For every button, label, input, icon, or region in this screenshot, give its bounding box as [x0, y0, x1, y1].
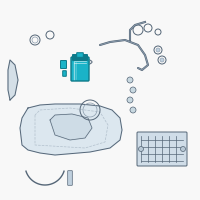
- Circle shape: [130, 87, 136, 93]
- Circle shape: [160, 58, 164, 62]
- Circle shape: [127, 77, 133, 83]
- Circle shape: [156, 48, 160, 52]
- Circle shape: [138, 146, 144, 152]
- Circle shape: [127, 97, 133, 103]
- Polygon shape: [8, 60, 18, 100]
- Circle shape: [130, 107, 136, 113]
- FancyBboxPatch shape: [68, 171, 72, 185]
- FancyBboxPatch shape: [72, 54, 88, 60]
- Polygon shape: [20, 104, 122, 155]
- Circle shape: [180, 146, 186, 152]
- FancyBboxPatch shape: [77, 53, 83, 57]
- FancyBboxPatch shape: [63, 71, 66, 76]
- FancyBboxPatch shape: [60, 60, 66, 68]
- Polygon shape: [50, 114, 92, 140]
- FancyBboxPatch shape: [137, 132, 187, 166]
- FancyBboxPatch shape: [71, 57, 89, 81]
